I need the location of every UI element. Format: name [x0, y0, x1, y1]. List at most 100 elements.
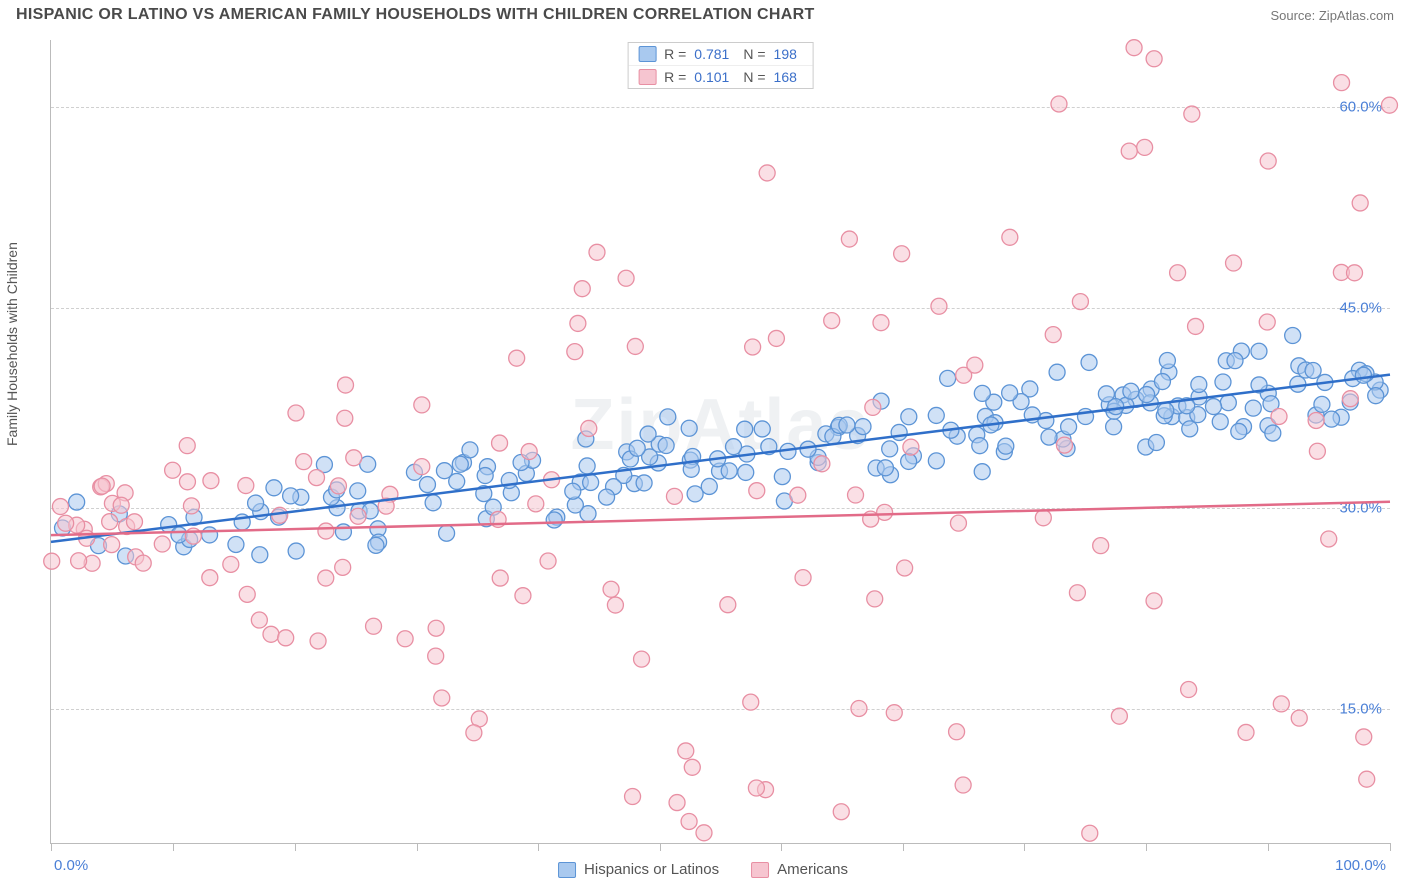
point-american: [263, 626, 279, 642]
point-american: [58, 515, 74, 531]
point-american: [1170, 265, 1186, 281]
point-american: [833, 804, 849, 820]
point-hispanic: [726, 439, 742, 455]
point-hispanic: [1215, 374, 1231, 390]
point-hispanic: [288, 543, 304, 559]
point-american: [768, 330, 784, 346]
point-american: [1137, 139, 1153, 155]
point-american: [814, 456, 830, 472]
point-hispanic: [452, 456, 468, 472]
point-american: [841, 231, 857, 247]
point-american: [1260, 153, 1276, 169]
point-american: [238, 478, 254, 494]
x-axis-max-label: 100.0%: [1335, 857, 1386, 874]
point-american: [931, 298, 947, 314]
point-american: [669, 795, 685, 811]
point-american: [154, 536, 170, 552]
r-label: R =: [664, 46, 686, 62]
point-american: [824, 313, 840, 329]
point-hispanic: [1355, 367, 1371, 383]
point-american: [873, 315, 889, 331]
point-hispanic: [599, 489, 615, 505]
point-hispanic: [1251, 343, 1267, 359]
point-american: [296, 454, 312, 470]
legend-item-american: Americans: [751, 861, 848, 878]
point-american: [955, 777, 971, 793]
point-american: [521, 444, 537, 460]
point-hispanic: [335, 524, 351, 540]
point-hispanic: [629, 440, 645, 456]
point-hispanic: [855, 419, 871, 435]
point-american: [1121, 143, 1137, 159]
point-american: [165, 462, 181, 478]
point-hispanic: [1231, 423, 1247, 439]
scatter-svg: [51, 40, 1390, 843]
point-american: [366, 618, 382, 634]
point-hispanic: [1139, 387, 1155, 403]
point-american: [625, 788, 641, 804]
point-hispanic: [1182, 421, 1198, 437]
point-american: [335, 559, 351, 575]
point-american: [603, 581, 619, 597]
point-american: [1051, 96, 1067, 112]
point-hispanic: [1368, 388, 1384, 404]
point-hispanic: [1049, 364, 1065, 380]
point-american: [515, 588, 531, 604]
point-hispanic: [1041, 429, 1057, 445]
point-american: [627, 338, 643, 354]
point-hispanic: [882, 441, 898, 457]
point-hispanic: [248, 495, 264, 511]
point-american: [414, 397, 430, 413]
point-american: [1238, 724, 1254, 740]
point-american: [678, 743, 694, 759]
point-american: [492, 570, 508, 586]
point-american: [1069, 585, 1085, 601]
point-american: [223, 556, 239, 572]
point-hispanic: [1191, 376, 1207, 392]
point-american: [745, 339, 761, 355]
point-american: [1381, 97, 1397, 113]
point-american: [581, 420, 597, 436]
point-american: [666, 488, 682, 504]
point-hispanic: [477, 468, 493, 484]
point-hispanic: [368, 537, 384, 553]
point-american: [1321, 531, 1337, 547]
point-hispanic: [660, 409, 676, 425]
point-american: [135, 555, 151, 571]
point-american: [52, 499, 68, 515]
swatch-american-icon: [751, 862, 769, 878]
point-american: [1271, 408, 1287, 424]
point-hispanic: [901, 453, 917, 469]
point-american: [1226, 255, 1242, 271]
point-american: [1273, 696, 1289, 712]
point-american: [696, 825, 712, 841]
point-hispanic: [228, 536, 244, 552]
point-american: [492, 435, 508, 451]
point-hispanic: [546, 512, 562, 528]
point-hispanic: [774, 469, 790, 485]
point-american: [848, 487, 864, 503]
point-american: [71, 553, 87, 569]
swatch-hispanic: [638, 46, 656, 62]
point-hispanic: [202, 527, 218, 543]
point-american: [278, 630, 294, 646]
point-american: [897, 560, 913, 576]
point-hispanic: [1205, 399, 1221, 415]
point-american: [949, 724, 965, 740]
chart-plot-area: ZipAtlas R = 0.781 N = 198 R = 0.101 N =…: [50, 40, 1390, 844]
point-hispanic: [901, 409, 917, 425]
point-hispanic: [583, 474, 599, 490]
point-american: [1181, 682, 1197, 698]
point-american: [967, 357, 983, 373]
trend-line: [51, 375, 1390, 542]
point-american: [1082, 825, 1098, 841]
point-hispanic: [721, 463, 737, 479]
legend-label-american: Americans: [777, 861, 848, 878]
point-american: [1184, 106, 1200, 122]
point-american: [684, 759, 700, 775]
point-american: [179, 438, 195, 454]
point-hispanic: [891, 424, 907, 440]
x-tick: [538, 843, 539, 851]
x-axis-min-label: 0.0%: [54, 857, 88, 874]
point-hispanic: [687, 486, 703, 502]
